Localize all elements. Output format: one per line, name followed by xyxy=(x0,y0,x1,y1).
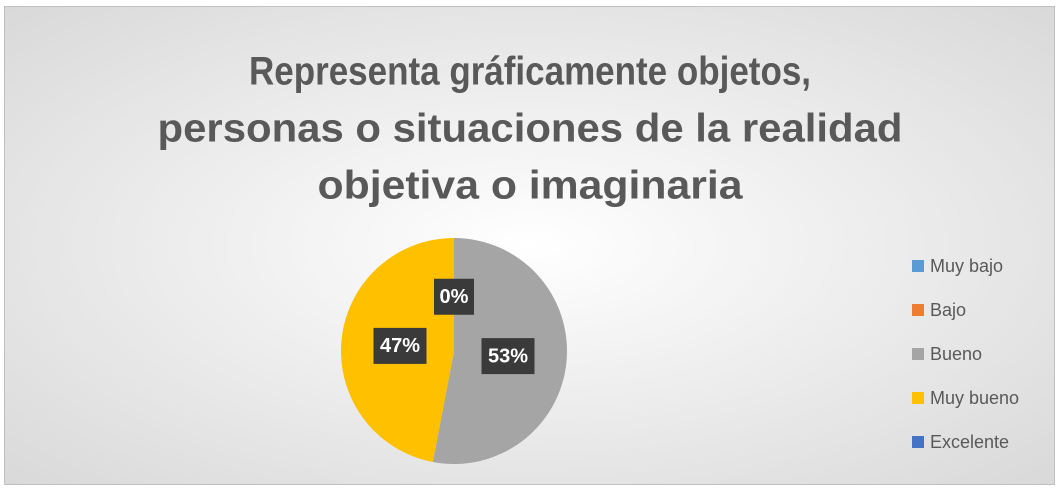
legend-swatch xyxy=(912,348,924,360)
data-label-box xyxy=(373,327,427,364)
chart-title: objetiva o imaginaria xyxy=(318,164,744,208)
chart-title: Representa gráficamente objetos, xyxy=(249,50,811,94)
data-label: 53% xyxy=(488,345,528,367)
legend-label: Bueno xyxy=(930,344,982,364)
legend-swatch xyxy=(912,392,924,404)
data-label: 47% xyxy=(380,335,420,357)
legend-label: Muy bajo xyxy=(930,256,1003,276)
data-label-box xyxy=(434,278,474,315)
data-label-box xyxy=(481,338,535,375)
legend-swatch xyxy=(912,304,924,316)
legend-label: Excelente xyxy=(930,432,1009,452)
legend-label: Bajo xyxy=(930,300,966,320)
chart-title: personas o situaciones de la realidad xyxy=(158,107,903,151)
legend-label: Muy bueno xyxy=(930,388,1019,408)
legend-swatch xyxy=(912,260,924,272)
legend-swatch xyxy=(912,436,924,448)
data-label: 0% xyxy=(440,286,469,308)
